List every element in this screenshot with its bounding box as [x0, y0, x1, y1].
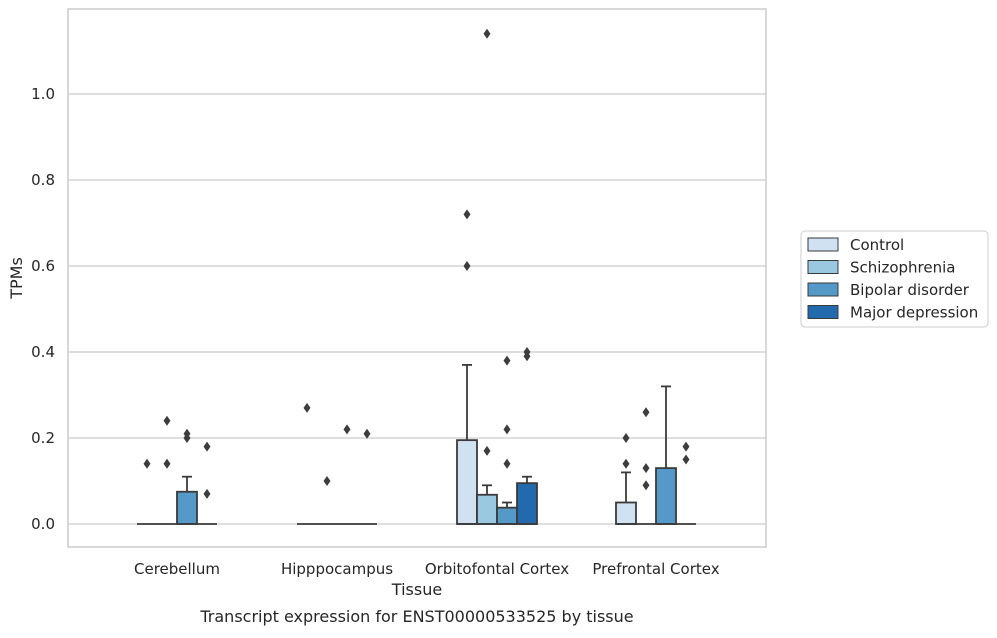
box [176, 490, 198, 525]
box-layer [137, 363, 696, 525]
y-tick-labels: 0.0 0.2 0.4 0.6 0.8 1.0 [31, 85, 55, 533]
outlier-point [163, 458, 171, 469]
x-axis-label: Tissue [391, 580, 442, 599]
box [456, 439, 478, 525]
outlier-point [483, 28, 491, 39]
box [496, 506, 518, 525]
outlier-point [642, 463, 650, 474]
box [615, 501, 637, 525]
legend-label: Major depression [850, 304, 978, 322]
box [476, 493, 498, 525]
outlier-point [503, 424, 511, 435]
outlier-point [622, 458, 630, 469]
outlier-point [503, 458, 511, 469]
plot-area [67, 8, 767, 548]
y-tick-label: 0.6 [31, 257, 55, 275]
legend-swatch [807, 260, 839, 274]
outlier-point [642, 480, 650, 491]
outlier-point [463, 209, 471, 220]
legend-entries: Control Schizophrenia Bipolar disorder Majo… [807, 236, 978, 322]
legend-swatch [807, 237, 839, 252]
outlier-point [483, 445, 491, 456]
outlier-point [183, 428, 191, 439]
legend-label: Control [850, 236, 904, 254]
outlier-point [682, 441, 690, 452]
outlier-point [363, 428, 371, 439]
chart-caption: Transcript expression for ENST0000053352… [199, 607, 633, 626]
outlier-point [343, 424, 351, 435]
legend: Control Schizophrenia Bipolar disorder Majo… [800, 230, 989, 328]
outlier-point [622, 433, 630, 443]
box [516, 482, 538, 525]
outlier-point [303, 402, 311, 413]
outlier-point [523, 347, 531, 357]
outlier-layer [143, 28, 690, 499]
x-tick-label: Cerebellum [134, 560, 220, 578]
legend-label: Bipolar disorder [850, 281, 970, 299]
outlier-point [682, 454, 690, 465]
outlier-point [163, 415, 171, 426]
x-tick-label: Orbitofontal Cortex [425, 560, 569, 578]
y-tick-label: 0.2 [31, 429, 55, 447]
outlier-point [203, 441, 211, 452]
y-tick-label: 0.8 [31, 171, 55, 189]
x-tick-label: Prefrontal Cortex [592, 560, 719, 578]
legend-swatch [807, 282, 839, 297]
outlier-point [642, 407, 650, 418]
outlier-point [143, 458, 151, 469]
x-tick-labels: Cerebellum Hipppocampus Orbitofontal Corte… [134, 560, 720, 578]
outlier-point [503, 355, 511, 366]
x-tick-label: Hipppocampus [281, 560, 393, 578]
outlier-point [463, 261, 471, 271]
y-tick-label: 0.4 [31, 343, 55, 361]
outlier-point [203, 488, 211, 499]
y-tick-label: 0.0 [31, 515, 55, 533]
legend-frame [800, 230, 989, 328]
outlier-point [323, 476, 331, 486]
legend-label: Schizophrenia [850, 259, 955, 277]
legend-swatch [807, 305, 839, 319]
box [655, 467, 677, 525]
y-axis-label: TPMs [7, 257, 26, 300]
y-tick-label: 1.0 [31, 85, 55, 103]
